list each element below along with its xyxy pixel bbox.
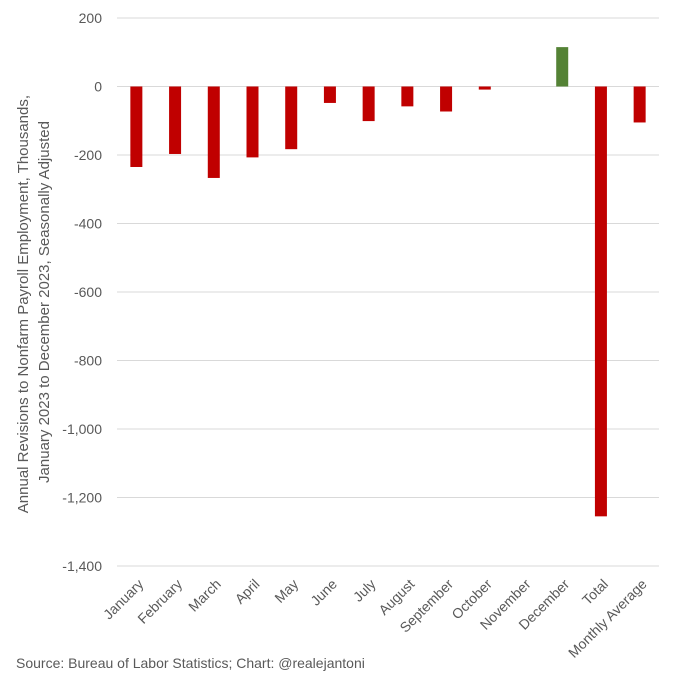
y-axis-label-line-1: Annual Revisions to Nonfarm Payroll Empl… (15, 95, 32, 513)
bar-december (556, 47, 569, 87)
y-tick-label: -600 (74, 284, 102, 300)
x-tick-label: March (185, 576, 224, 615)
bars (130, 47, 646, 517)
y-axis-label-line-2: January 2023 to December 2023, Seasonall… (36, 121, 53, 483)
x-tick-label: May (271, 576, 301, 606)
bar-july (362, 86, 375, 122)
bar-september (440, 86, 453, 112)
bar-march (207, 86, 220, 178)
x-tick-label: April (231, 576, 262, 607)
y-tick-label: -800 (74, 353, 102, 369)
y-axis-tick-labels: 200 0 -200 -400 -600 -800 -1,000 -1,200 -1,400 (62, 10, 102, 574)
bar-may (285, 86, 298, 150)
y-tick-label: -1,400 (62, 558, 102, 574)
x-tick-label: Total (579, 576, 611, 608)
x-tick-label: July (350, 576, 379, 605)
y-tick-label: 0 (94, 79, 102, 95)
x-tick-label: June (307, 576, 340, 609)
y-tick-label: -1,000 (62, 421, 102, 437)
source-note: Source: Bureau of Labor Statistics; Char… (16, 655, 365, 671)
bar-february (169, 86, 182, 154)
y-tick-label: 200 (79, 10, 103, 26)
y-tick-label: -400 (74, 216, 102, 232)
bar-january (130, 86, 143, 167)
bar-monthly-average (633, 86, 646, 123)
y-tick-label: -1,200 (62, 490, 102, 506)
y-tick-label: -200 (74, 147, 102, 163)
bar-total (594, 86, 607, 517)
bar-april (246, 86, 259, 158)
bar-october (478, 86, 491, 90)
y-axis-label: Annual Revisions to Nonfarm Payroll Empl… (15, 91, 53, 513)
gridlines (117, 17, 659, 567)
bar-june (323, 86, 336, 103)
bar-august (401, 86, 414, 107)
